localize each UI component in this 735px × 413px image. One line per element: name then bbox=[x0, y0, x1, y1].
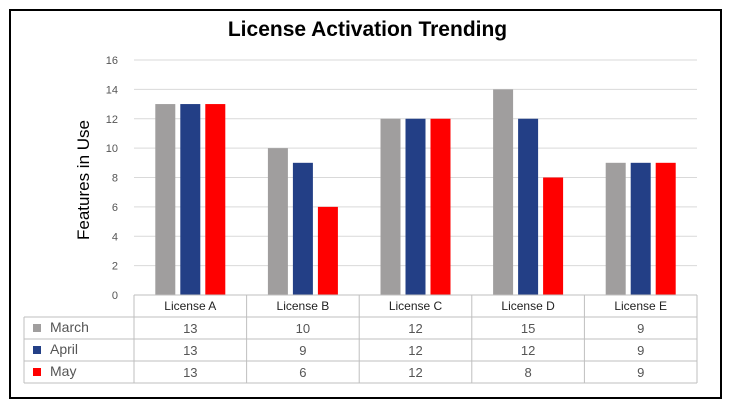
legend-label-april: April bbox=[50, 341, 78, 357]
y-tick-label: 16 bbox=[106, 55, 118, 67]
chart-frame bbox=[9, 9, 722, 399]
data-label: 9 bbox=[637, 365, 644, 380]
bar-may-3 bbox=[430, 118, 451, 295]
y-tick-label: 2 bbox=[112, 261, 118, 273]
y-tick-label: 4 bbox=[112, 231, 118, 243]
y-tick-label: 8 bbox=[112, 173, 118, 185]
data-label: 9 bbox=[637, 321, 644, 336]
bar-april-4 bbox=[518, 118, 539, 295]
legend-swatch-march bbox=[33, 324, 41, 332]
data-label: 6 bbox=[299, 365, 306, 380]
x-tick-label: License C bbox=[389, 299, 443, 313]
y-tick-label: 12 bbox=[106, 114, 118, 126]
bar-may-4 bbox=[543, 177, 564, 295]
x-tick-label: License E bbox=[614, 299, 667, 313]
y-tick-label: 14 bbox=[106, 84, 118, 96]
legend-label-may: May bbox=[50, 363, 76, 379]
bar-april-2 bbox=[292, 162, 313, 295]
data-label: 10 bbox=[296, 321, 310, 336]
bar-march-4 bbox=[493, 89, 514, 295]
bar-march-1 bbox=[155, 104, 176, 295]
chart-title: License Activation Trending bbox=[227, 18, 508, 41]
legend-label-march: March bbox=[50, 319, 89, 335]
data-label: 13 bbox=[183, 365, 197, 380]
y-tick-label: 0 bbox=[112, 290, 118, 302]
bar-april-3 bbox=[405, 118, 426, 295]
x-tick-label: License B bbox=[277, 299, 330, 313]
bar-may-5 bbox=[655, 162, 676, 295]
data-label: 12 bbox=[521, 343, 535, 358]
data-label: 8 bbox=[524, 365, 531, 380]
x-tick-label: License A bbox=[164, 299, 216, 313]
bar-march-5 bbox=[605, 162, 626, 295]
bar-march-3 bbox=[380, 118, 401, 295]
bar-may-2 bbox=[317, 206, 338, 295]
bar-may-1 bbox=[205, 104, 226, 295]
y-tick-label: 6 bbox=[112, 202, 118, 214]
bar-march-2 bbox=[267, 148, 288, 295]
bar-april-1 bbox=[180, 104, 201, 295]
data-label: 15 bbox=[521, 321, 535, 336]
x-tick-label: License D bbox=[501, 299, 555, 313]
data-label: 13 bbox=[183, 321, 197, 336]
data-label: 12 bbox=[408, 343, 422, 358]
legend-swatch-may bbox=[33, 368, 41, 376]
y-tick-label: 10 bbox=[106, 143, 118, 155]
data-label: 9 bbox=[299, 343, 306, 358]
data-label: 12 bbox=[408, 365, 422, 380]
data-label: 9 bbox=[637, 343, 644, 358]
bar-april-5 bbox=[630, 162, 651, 295]
data-label: 13 bbox=[183, 343, 197, 358]
data-label: 12 bbox=[408, 321, 422, 336]
legend-swatch-april bbox=[33, 346, 41, 354]
